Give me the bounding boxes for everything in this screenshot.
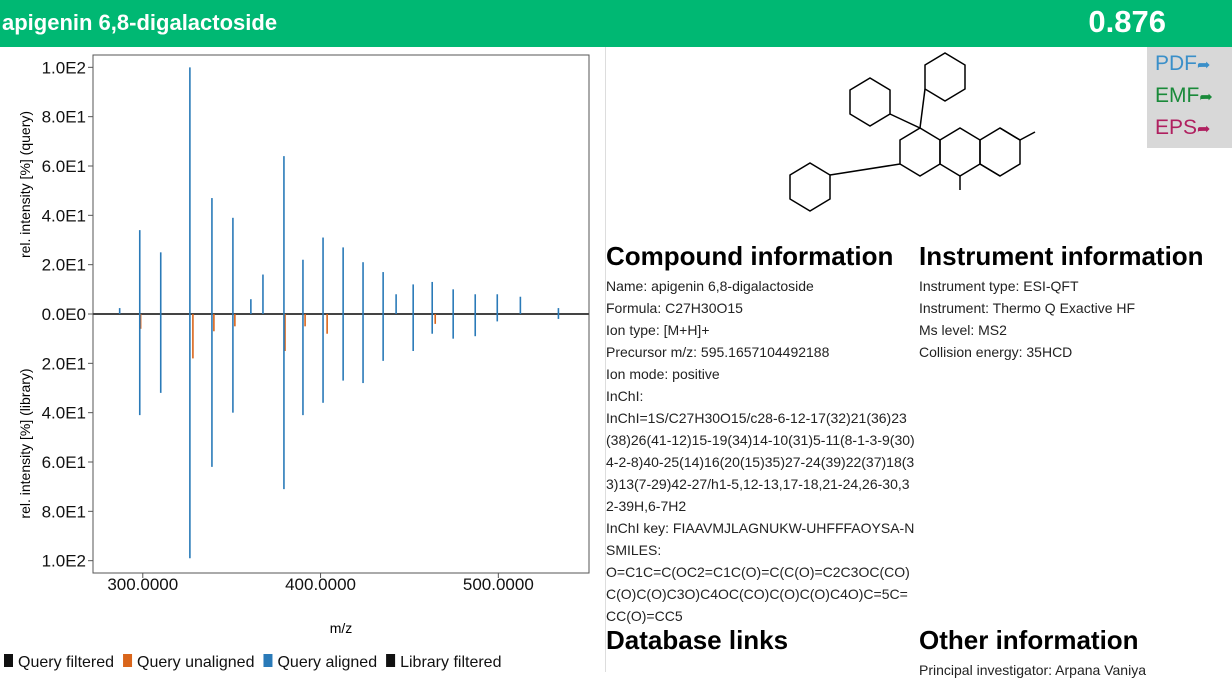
y-axis-title: rel. intensity [%] (query) <box>17 111 33 258</box>
y-tick-label: 2.0E1 <box>42 354 86 373</box>
legend-label: Query unaligned <box>137 654 254 671</box>
y-tick-label: 4.0E1 <box>42 206 86 225</box>
match-score: 0.876 <box>1088 4 1166 39</box>
export-button[interactable]: EPS➦ <box>1155 116 1211 139</box>
export-button[interactable]: PDF➦ <box>1155 52 1211 75</box>
y-tick-label: 6.0E1 <box>42 157 86 176</box>
divider <box>605 47 606 672</box>
y-tick-label: 1.0E2 <box>42 58 86 77</box>
y-tick-label: 8.0E1 <box>42 502 86 521</box>
section-heading: Instrument information <box>919 241 1204 271</box>
header: apigenin 6,8-digalactoside 0.876 <box>0 0 1232 47</box>
info-line: Collision energy: 35HCD <box>919 344 1073 360</box>
y-axis-title: rel. intensity [%] (library) <box>17 368 33 518</box>
info-line: InChI=1S/C27H30O15/c28-6-12-17(32)21(36)… <box>606 410 915 514</box>
instrument-info: Instrument information Instrument type: E… <box>919 241 1229 363</box>
legend-swatch <box>123 654 133 667</box>
y-tick-label: 4.0E1 <box>42 404 86 423</box>
info-line: Formula: C27H30O15 <box>606 300 743 316</box>
info-line: InChI key: FIAAVMJLAGNUKW-UHFFFAOYSA-N <box>606 520 915 536</box>
info-line: Ion mode: positive <box>606 366 720 382</box>
legend-label: Library filtered <box>400 654 501 671</box>
compound-title: apigenin 6,8-digalactoside <box>2 10 278 35</box>
y-tick-label: 8.0E1 <box>42 108 86 127</box>
info-line: Instrument type: ESI-QFT <box>919 278 1079 294</box>
export-panel: PDF➦ EMF➦ EPS➦ <box>1147 47 1232 148</box>
export-arrow: ➦ <box>1197 57 1211 74</box>
y-tick-label: 0.0E0 <box>42 305 86 324</box>
export-button[interactable]: EMF➦ <box>1155 84 1213 107</box>
section-heading: Compound information <box>606 241 894 271</box>
x-tick-label: 400.0000 <box>285 575 356 594</box>
info-line: Principal investigator: Arpana Vaniya <box>919 662 1146 678</box>
info-line: Ion type: [M+H]+ <box>606 322 710 338</box>
legend-swatch <box>263 654 273 667</box>
x-tick-label: 300.0000 <box>107 575 178 594</box>
y-tick-label: 6.0E1 <box>42 453 86 472</box>
section-heading: Database links <box>606 625 789 655</box>
info-line: Ms level: MS2 <box>919 322 1007 338</box>
export-arrow: ➦ <box>1197 121 1211 138</box>
info-line: Instrument: Thermo Q Exactive HF <box>919 300 1136 316</box>
x-axis-title: m/z <box>330 620 353 636</box>
compound-info: Compound information Name: apigenin 6,8-d… <box>606 241 916 627</box>
export-arrow: ➦ <box>1199 89 1213 106</box>
legend-label: Query filtered <box>18 654 114 671</box>
info-line: O=C1C=C(OC2=C1C(O)=C(C(O)=C2C3OC(CO)C(O)… <box>606 564 910 624</box>
other-info: Other information Principal investigator:… <box>919 625 1229 681</box>
info-line: SMILES: <box>606 542 662 558</box>
info-line: Name: apigenin 6,8-digalactoside <box>606 278 814 294</box>
legend-swatch <box>4 654 13 667</box>
x-tick-label: 500.0000 <box>463 575 534 594</box>
info-line: InChI: <box>606 388 644 404</box>
legend-label: Query aligned <box>277 654 377 671</box>
y-tick-label: 1.0E2 <box>42 552 86 571</box>
section-heading: Other information <box>919 625 1139 655</box>
legend-swatch <box>386 654 396 667</box>
y-tick-label: 2.0E1 <box>42 256 86 275</box>
spectrum-chart: 1.0E2 8.0E1 6.0E1 4.0E1 2.0E1 0.0E0 2.0E1 4.0E1… <box>4 54 590 671</box>
database-links: Database links <box>606 625 916 659</box>
info-line: Precursor m/z: 595.1657104492188 <box>606 344 830 360</box>
structure-image <box>789 52 1036 212</box>
